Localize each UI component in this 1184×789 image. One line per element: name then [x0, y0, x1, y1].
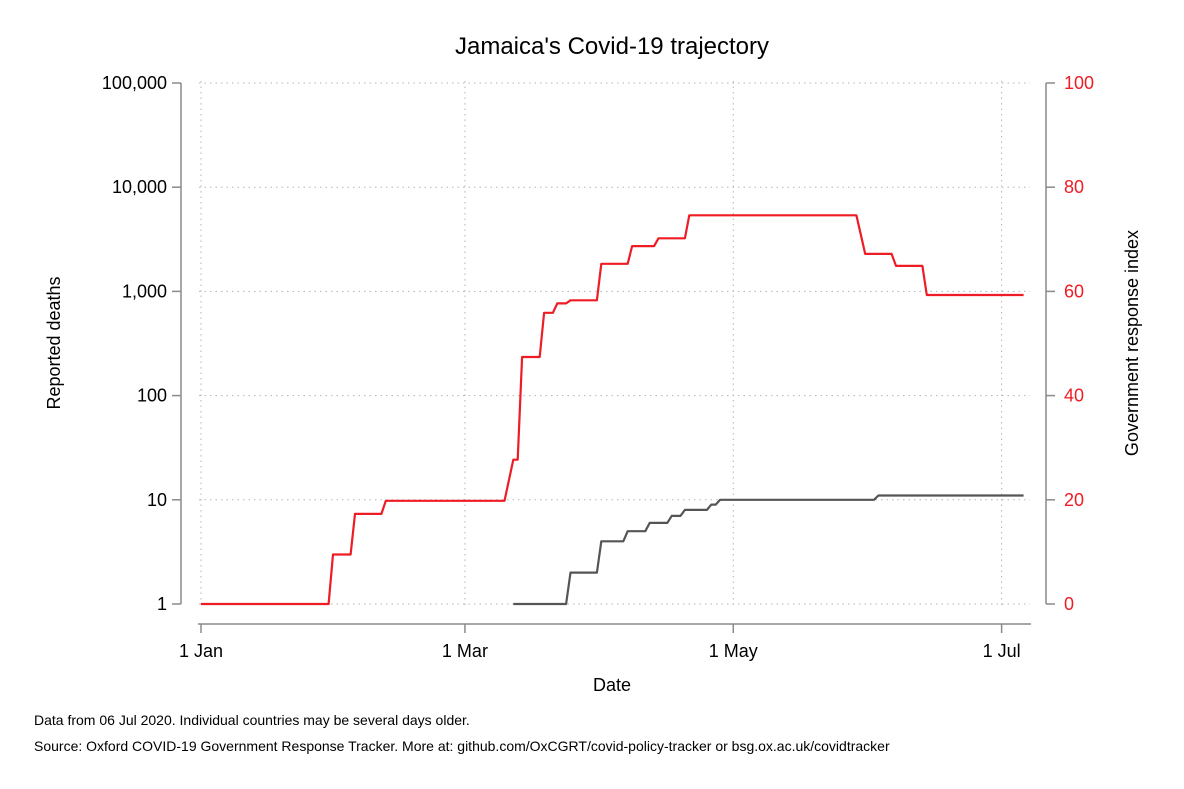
x-axis-title: Date [593, 675, 631, 695]
y-right-tick-label: 20 [1064, 490, 1084, 510]
axes: 1 10 100 1,000 10,000 100,000 0 20 40 60 80 100 1 Ja… [102, 73, 1094, 661]
x-tick-label: 1 May [709, 641, 758, 661]
government-response-index-line [201, 214, 1024, 606]
chart-title: Jamaica's Covid-19 trajectory [455, 33, 769, 60]
y-axis-left-title: Reported deaths [44, 276, 64, 409]
footnote-source: Source: Oxford COVID-19 Government Respo… [34, 738, 890, 754]
x-tick-label: 1 Jan [179, 641, 223, 661]
y-left-tick-label: 1,000 [122, 281, 167, 301]
footnote-data-date: Data from 06 Jul 2020. Individual countr… [34, 712, 470, 728]
y-right-tick-label: 80 [1064, 177, 1084, 197]
y-axis-right-title: Government response index [1122, 230, 1142, 456]
grid-lines [199, 81, 1030, 606]
y-left-tick-label: 1 [157, 594, 167, 614]
x-tick-label: 1 Jul [983, 641, 1021, 661]
series-lines [201, 214, 1024, 606]
y-right-tick-label: 40 [1064, 386, 1084, 406]
y-left-tick-label: 10 [147, 490, 167, 510]
y-right-tick-label: 100 [1064, 73, 1094, 93]
y-left-tick-label: 100,000 [102, 73, 167, 93]
y-left-tick-label: 10,000 [112, 177, 167, 197]
y-right-tick-label: 0 [1064, 594, 1074, 614]
covid-trajectory-chart: Jamaica's Covid-19 trajectory 1 10 100 1,00… [44, 33, 1142, 695]
x-tick-label: 1 Mar [442, 641, 488, 661]
y-right-tick-label: 60 [1064, 281, 1084, 301]
y-left-tick-label: 100 [137, 386, 167, 406]
reported-deaths-line [513, 494, 1024, 606]
